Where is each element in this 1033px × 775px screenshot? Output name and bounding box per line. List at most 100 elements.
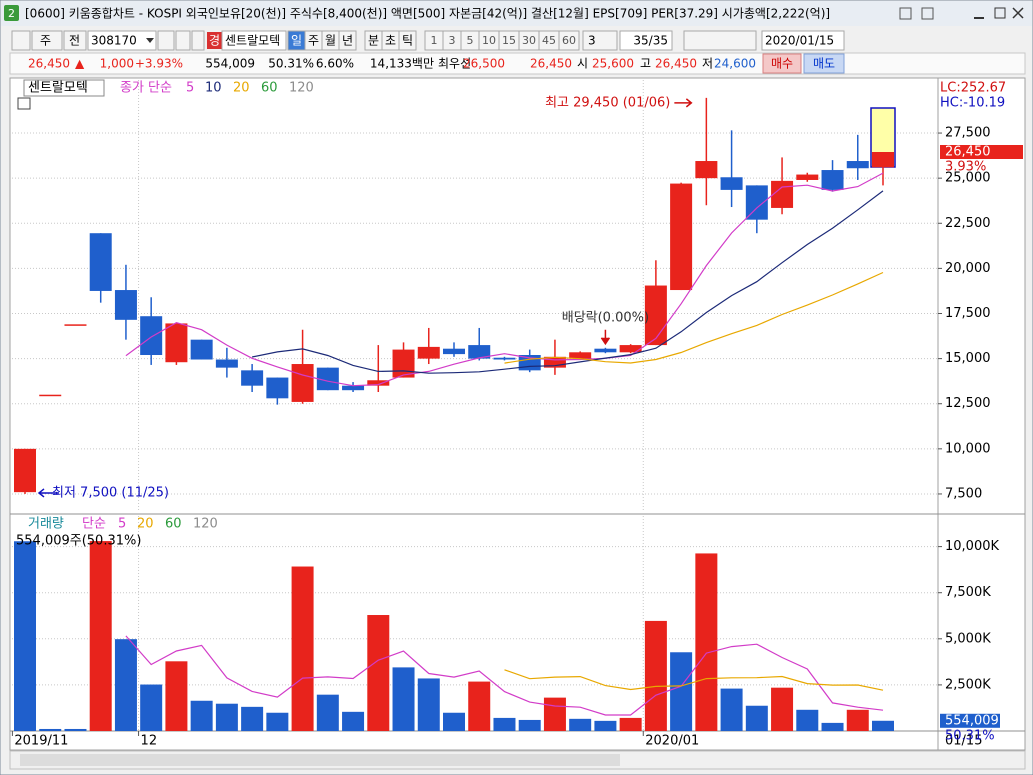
interval-label: 45 xyxy=(542,34,556,47)
icon[interactable] xyxy=(899,7,912,20)
candle-body xyxy=(745,185,768,220)
period-label: 초 xyxy=(385,34,396,48)
volume-bar xyxy=(670,652,693,731)
volume-bar xyxy=(468,681,491,731)
legend-entry: 120 xyxy=(289,81,314,96)
candle-body xyxy=(215,359,238,368)
icon[interactable] xyxy=(921,7,934,20)
best-label: 최우선 xyxy=(438,57,471,71)
candle-body xyxy=(543,356,566,368)
mode: 전 xyxy=(69,34,80,48)
last-date: 01/15 xyxy=(945,734,982,749)
candle-body xyxy=(140,316,163,356)
interval-label: 60 xyxy=(562,34,576,47)
volume-bar xyxy=(392,667,415,731)
bid: 26,450 xyxy=(530,57,572,71)
volume-bar xyxy=(796,709,819,731)
interval-button[interactable] xyxy=(558,30,580,51)
y-tick-label: 20,000 xyxy=(945,261,991,276)
last-price: 26,450 xyxy=(945,145,991,160)
arrow[interactable] xyxy=(191,30,205,51)
high-label: 고 xyxy=(640,57,651,71)
last-volume-box xyxy=(940,713,1000,728)
candle-body xyxy=(493,357,516,360)
volume-bar xyxy=(569,718,592,731)
mode-select[interactable] xyxy=(63,30,87,51)
open-label: 시 xyxy=(577,57,588,71)
event-label: 배당락(0.00%) xyxy=(562,310,649,325)
lc: LC:252.67 xyxy=(940,81,1006,96)
candle-body xyxy=(266,377,289,399)
legend-entry: 60 xyxy=(165,517,182,532)
market: 주 xyxy=(40,34,51,48)
maximize[interactable] xyxy=(994,7,1006,19)
candle-body xyxy=(241,370,264,386)
candle-body xyxy=(291,364,314,402)
candle-body xyxy=(39,394,62,397)
low-label: 저 xyxy=(702,57,713,71)
ma-line xyxy=(251,190,884,374)
period-button[interactable] xyxy=(398,30,417,51)
candle-body xyxy=(872,152,894,168)
interval-label: 5 xyxy=(467,34,474,47)
candle-body xyxy=(316,367,339,391)
period-label: 년 xyxy=(342,34,353,48)
close[interactable] xyxy=(1012,7,1024,19)
interval-label: 1 xyxy=(431,34,438,47)
candle-body xyxy=(846,161,869,169)
y-tick-label: 10,000K xyxy=(945,539,999,554)
volume-bar xyxy=(64,728,87,731)
table-icon xyxy=(17,97,31,110)
ask: 26,500 xyxy=(463,57,505,71)
interval-label: 10 xyxy=(482,34,496,47)
candle-body xyxy=(190,339,213,360)
candle-body xyxy=(443,348,465,355)
volume: 554,009 xyxy=(205,57,255,71)
sell-button[interactable] xyxy=(803,53,845,74)
candle-body xyxy=(64,324,87,326)
y-tick-label: 7,500K xyxy=(945,585,991,600)
price: 26,450 xyxy=(28,57,70,71)
candle-body xyxy=(89,233,112,291)
volume-bar xyxy=(594,720,617,731)
count: 3 xyxy=(588,34,596,48)
window-title: [0600] 키움종합차트 - KOSPI 외국인보유[20(천)] 주식수[8… xyxy=(25,6,830,21)
amount: 14,133백만 xyxy=(370,57,434,71)
candle-body xyxy=(720,177,743,190)
candle-body xyxy=(771,180,794,208)
chart-area xyxy=(9,77,1026,751)
candle-body xyxy=(367,380,390,386)
market-select[interactable] xyxy=(31,30,63,51)
x-tick-label: 12 xyxy=(141,734,158,749)
interval-label: 15 xyxy=(502,34,516,47)
search[interactable] xyxy=(157,30,175,51)
count-select[interactable] xyxy=(582,30,618,51)
sound[interactable] xyxy=(175,30,191,51)
badge-text: 2 xyxy=(8,7,15,20)
candle-body xyxy=(821,170,844,190)
event-arrow xyxy=(600,329,611,346)
ma-label: 종가 단순 xyxy=(120,81,172,96)
tool-icons[interactable] xyxy=(683,30,757,51)
high-label: 최고 29,450 (01/06) xyxy=(545,95,670,110)
x-tick-label: 2020/01 xyxy=(645,734,699,749)
scroll-thumb[interactable] xyxy=(20,754,620,766)
volume-bar xyxy=(518,719,541,731)
y-tick-label: 2,500K xyxy=(945,677,991,692)
legend-entry: 20 xyxy=(137,517,154,532)
volume-bar xyxy=(190,700,213,731)
arrow: ▲ xyxy=(75,57,85,71)
menu-button[interactable] xyxy=(11,30,31,51)
legend-entry: 10 xyxy=(205,81,222,96)
buy-button[interactable] xyxy=(762,53,802,74)
period-button[interactable] xyxy=(338,30,357,51)
volume-bar xyxy=(89,541,112,731)
volume-bar xyxy=(241,706,264,731)
window-controls[interactable] xyxy=(880,4,1030,24)
volume-bar xyxy=(619,717,642,731)
code-input[interactable] xyxy=(87,30,157,51)
y-tick-label: 27,500 xyxy=(945,126,991,141)
date-box[interactable] xyxy=(761,30,845,51)
